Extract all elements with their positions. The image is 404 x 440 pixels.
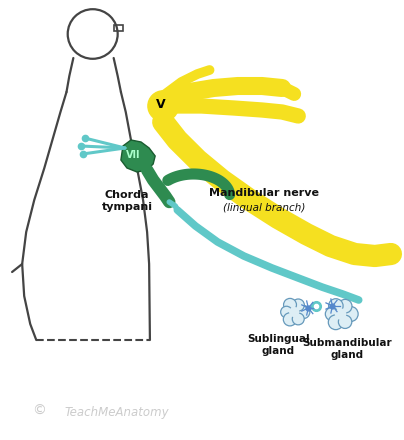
Circle shape [296, 305, 310, 319]
Text: Sublingual
gland: Sublingual gland [247, 334, 309, 356]
Circle shape [335, 308, 346, 320]
Circle shape [343, 306, 358, 322]
Text: (lingual branch): (lingual branch) [223, 203, 305, 213]
Circle shape [283, 313, 297, 326]
Text: V: V [156, 98, 166, 110]
Circle shape [289, 307, 299, 317]
Circle shape [338, 299, 352, 313]
Circle shape [339, 315, 352, 328]
Circle shape [328, 315, 343, 330]
Text: TeachMeAnatomy: TeachMeAnatomy [65, 406, 169, 419]
Text: Submandibular
gland: Submandibular gland [302, 338, 391, 360]
Polygon shape [121, 140, 155, 172]
Circle shape [148, 91, 179, 121]
Circle shape [325, 308, 339, 320]
Text: VII: VII [126, 150, 140, 160]
Circle shape [292, 299, 304, 311]
Text: Mandibular nerve: Mandibular nerve [209, 188, 319, 198]
Circle shape [292, 313, 304, 325]
Circle shape [284, 298, 297, 311]
Circle shape [281, 306, 292, 318]
Circle shape [328, 299, 343, 313]
Text: Chorda
tympani: Chorda tympani [101, 190, 152, 213]
Text: ©: © [32, 404, 46, 418]
